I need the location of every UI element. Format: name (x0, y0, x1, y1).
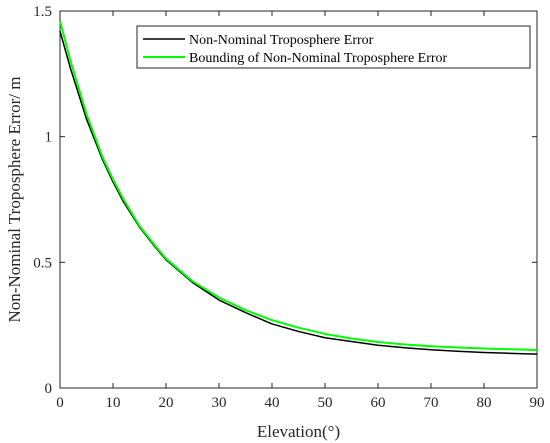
y-tick-label: 0 (45, 381, 53, 397)
y-tick-label: 1 (45, 130, 53, 146)
series-layer (59, 20, 538, 355)
x-tick-label: 90 (530, 395, 545, 411)
y-tick-label: 1.5 (33, 4, 52, 20)
legend-label-bounding: Bounding of Non-Nominal Troposphere Erro… (189, 51, 448, 66)
x-tick-label: 70 (424, 395, 439, 411)
series-line-1 (59, 20, 538, 352)
legend-box (136, 25, 531, 69)
x-tick-label: 60 (371, 395, 386, 411)
x-tick-label: 30 (212, 395, 227, 411)
plot-area-frame (59, 10, 538, 389)
y-tick-label: 0.5 (33, 255, 52, 271)
x-tick-label: 10 (106, 395, 121, 411)
legend-label-non-nominal-error: Non-Nominal Troposphere Error (189, 33, 374, 48)
x-tick-label: 80 (477, 395, 492, 411)
y-axis-label: Non-Nominal Troposphere Error/ m (5, 76, 24, 322)
x-axis-label: Elevation(°) (257, 422, 340, 441)
x-tick-label: 20 (159, 395, 174, 411)
x-tick-label: 40 (265, 395, 280, 411)
x-tick-label: 0 (56, 395, 64, 411)
legend: Non-Nominal Troposphere Error Bounding o… (136, 25, 531, 69)
x-tick-label: 50 (318, 395, 333, 411)
series-line-0 (59, 30, 538, 355)
ticks-layer: 0 10 20 30 40 50 60 70 80 90 0 0.5 1 1.5 (33, 4, 544, 411)
